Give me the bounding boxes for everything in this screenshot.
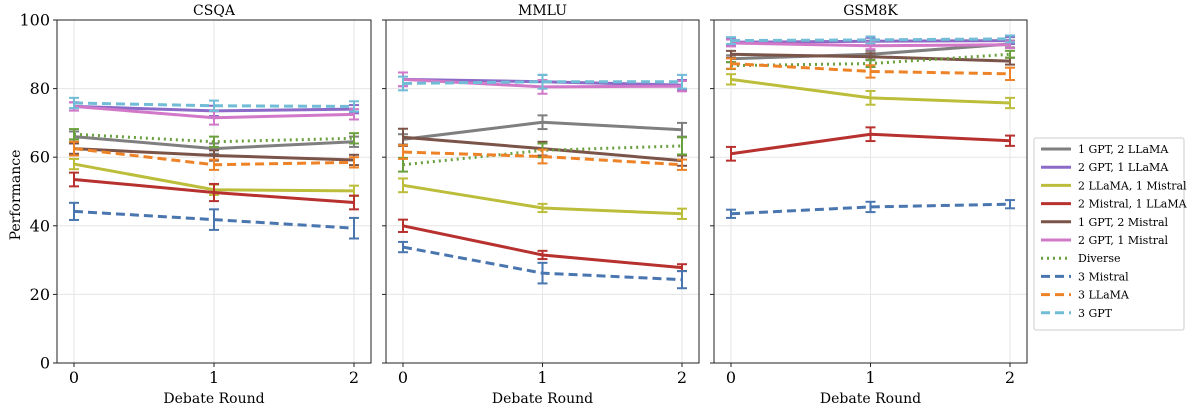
legend-item: 2 Mistral, 1 LLaMA (1041, 198, 1187, 211)
legend-item: 2 LLaMA, 1 Mistral (1041, 179, 1187, 192)
legend-label: 1 GPT, 2 LLaMA (1078, 143, 1169, 156)
legend-label: 1 GPT, 2 Mistral (1078, 216, 1169, 229)
series-2-llama-1-mistral (726, 73, 1015, 110)
legend-label: 2 Mistral, 1 LLaMA (1078, 198, 1187, 211)
series-2-gpt-1-mistral (726, 38, 1015, 51)
x-tick-label: 2 (349, 368, 359, 387)
series-3-gpt (726, 34, 1015, 46)
legend: 1 GPT, 2 LLaMA 2 GPT, 1 LLaMA 2 LLaMA, 1 M… (1033, 137, 1187, 331)
series-2-llama-1-mistral (398, 177, 687, 220)
panel-mmlu: 0 1 2 MMLU Debate Round (382, 3, 700, 407)
y-tick-label: 0 (40, 354, 50, 373)
legend-item: 3 LLaMA (1041, 289, 1130, 302)
y-tick-label: 40 (30, 216, 50, 235)
legend-item: 1 GPT, 2 Mistral (1041, 216, 1169, 229)
x-tick-label: 1 (209, 368, 219, 387)
legend-item: 3 GPT (1041, 307, 1113, 320)
y-tick-label: 20 (30, 285, 50, 304)
series-line (730, 202, 1011, 216)
x-tick-label: 0 (69, 368, 79, 387)
legend-item: 2 GPT, 1 LLaMA (1041, 161, 1169, 174)
panel-gsm8k: 0 1 2 GSM8K Debate Round (710, 3, 1028, 407)
y-tick-label: 100 (19, 11, 50, 30)
series-line (730, 37, 1011, 43)
legend-label: 3 GPT (1078, 307, 1113, 320)
legend-item: 3 Mistral (1041, 270, 1129, 283)
legend-item: 1 GPT, 2 LLaMA (1041, 143, 1169, 156)
legend-label: Diverse (1078, 252, 1120, 265)
series-diverse (69, 128, 359, 148)
series-line (402, 80, 682, 85)
x-axis-label: Debate Round (820, 391, 921, 407)
series-3-mistral (726, 199, 1015, 219)
x-tick-label: 0 (726, 368, 736, 387)
legend-label: 2 LLaMA, 1 Mistral (1078, 179, 1187, 192)
y-tick-label: 60 (30, 148, 50, 167)
panel-csqa: 0 20 40 60 80 100 0 1 2 CSQA Debate Round (19, 3, 372, 407)
x-tick-label: 2 (677, 368, 687, 387)
series-3-llama (726, 57, 1015, 82)
series-3-mistral (69, 201, 359, 240)
x-tick-label: 2 (1005, 368, 1015, 387)
legend-label: 2 GPT, 1 Mistral (1078, 234, 1169, 247)
y-tick-label: 80 (30, 79, 50, 98)
x-tick-label: 1 (537, 368, 547, 387)
series-3-mistral (398, 240, 687, 290)
series-line (730, 62, 1011, 76)
series-2-mistral-1-llama (726, 126, 1015, 162)
legend-frame (1033, 137, 1185, 331)
x-tick-label: 0 (398, 368, 408, 387)
x-tick-label: 1 (865, 368, 875, 387)
legend-item: Diverse (1041, 252, 1120, 265)
series-3-gpt (398, 73, 687, 92)
series-2-mistral-1-llama (398, 218, 687, 273)
series-3-llama (69, 140, 359, 171)
panel-title: MMLU (518, 3, 567, 19)
series-3-gpt (69, 96, 359, 113)
legend-label: 2 GPT, 1 LLaMA (1078, 161, 1169, 174)
x-axis-label: Debate Round (492, 391, 593, 407)
legend-item: 2 GPT, 1 Mistral (1041, 234, 1169, 247)
y-axis-label: Performance (8, 150, 24, 241)
panel-title: GSM8K (843, 3, 898, 19)
panel-title: CSQA (193, 3, 236, 19)
legend-label: 3 LLaMA (1078, 289, 1130, 302)
series-3-llama (398, 144, 687, 171)
x-axis-label: Debate Round (163, 391, 264, 407)
series-line (402, 150, 683, 167)
legend-label: 3 Mistral (1078, 270, 1129, 283)
series-2-mistral-1-llama (69, 171, 359, 211)
